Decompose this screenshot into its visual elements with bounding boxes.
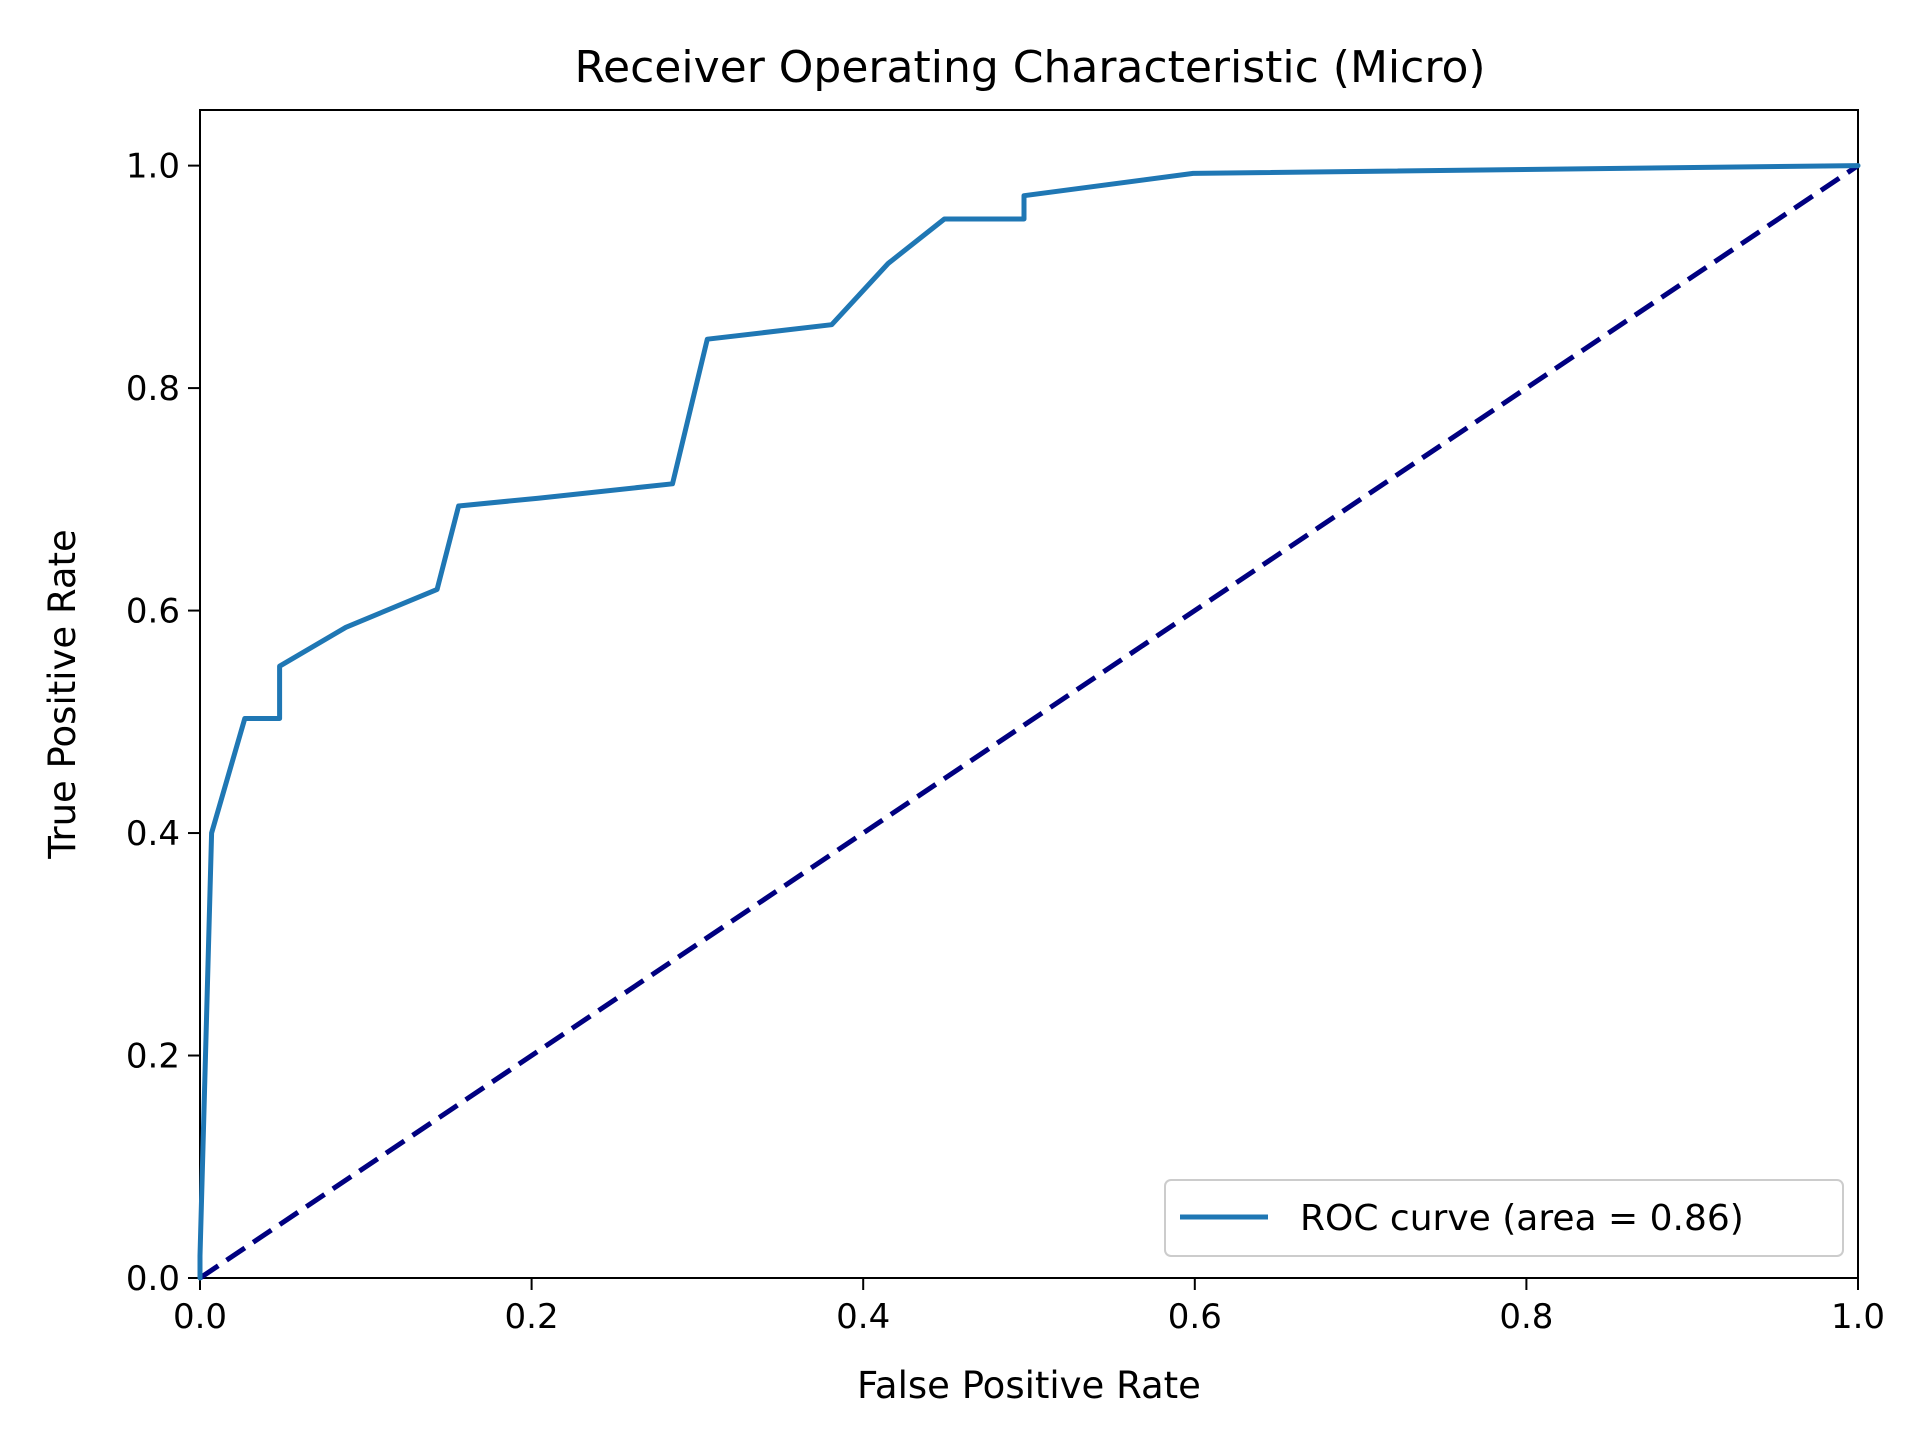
x-axis-label: False Positive Rate: [857, 1364, 1201, 1407]
x-tick-label: 0.0: [173, 1297, 227, 1337]
x-tick-label: 1.0: [1831, 1297, 1885, 1337]
series-layer: [197, 163, 1861, 1281]
roc-curve-line: [197, 163, 1861, 1281]
chart-title: Receiver Operating Characteristic (Micro…: [574, 42, 1485, 93]
x-tick-label: 0.4: [836, 1297, 890, 1337]
plot-area: 0.0 0.2 0.4 0.6 0.8 1.0 0.0 0.2 0.4 0.6 0.8 1.0: [126, 109, 1885, 1337]
legend: ROC curve (area = 0.86): [1164, 1179, 1844, 1257]
x-axis: 0.0 0.2 0.4 0.6 0.8 1.0: [173, 1278, 1885, 1337]
plot-frame: [199, 109, 1859, 1279]
y-tick-label: 0.2: [126, 1037, 180, 1077]
x-tick-label: 0.8: [1499, 1297, 1553, 1337]
legend-box: [1164, 1179, 1844, 1257]
legend-label: ROC curve (area = 0.86): [1300, 1198, 1744, 1239]
y-axis: 0.0 0.2 0.4 0.6 0.8 1.0: [126, 147, 200, 1299]
y-tick-label: 0.6: [126, 592, 180, 632]
y-tick-label: 0.4: [126, 814, 180, 854]
chance-diagonal-line: [198, 163, 1860, 1281]
x-tick-label: 0.6: [1168, 1297, 1222, 1337]
y-tick-label: 0.0: [126, 1259, 180, 1299]
y-tick-label: 1.0: [126, 147, 180, 187]
x-tick-label: 0.2: [505, 1297, 559, 1337]
y-tick-label: 0.8: [126, 369, 180, 409]
y-axis-label: True Positive Rate: [41, 529, 84, 860]
